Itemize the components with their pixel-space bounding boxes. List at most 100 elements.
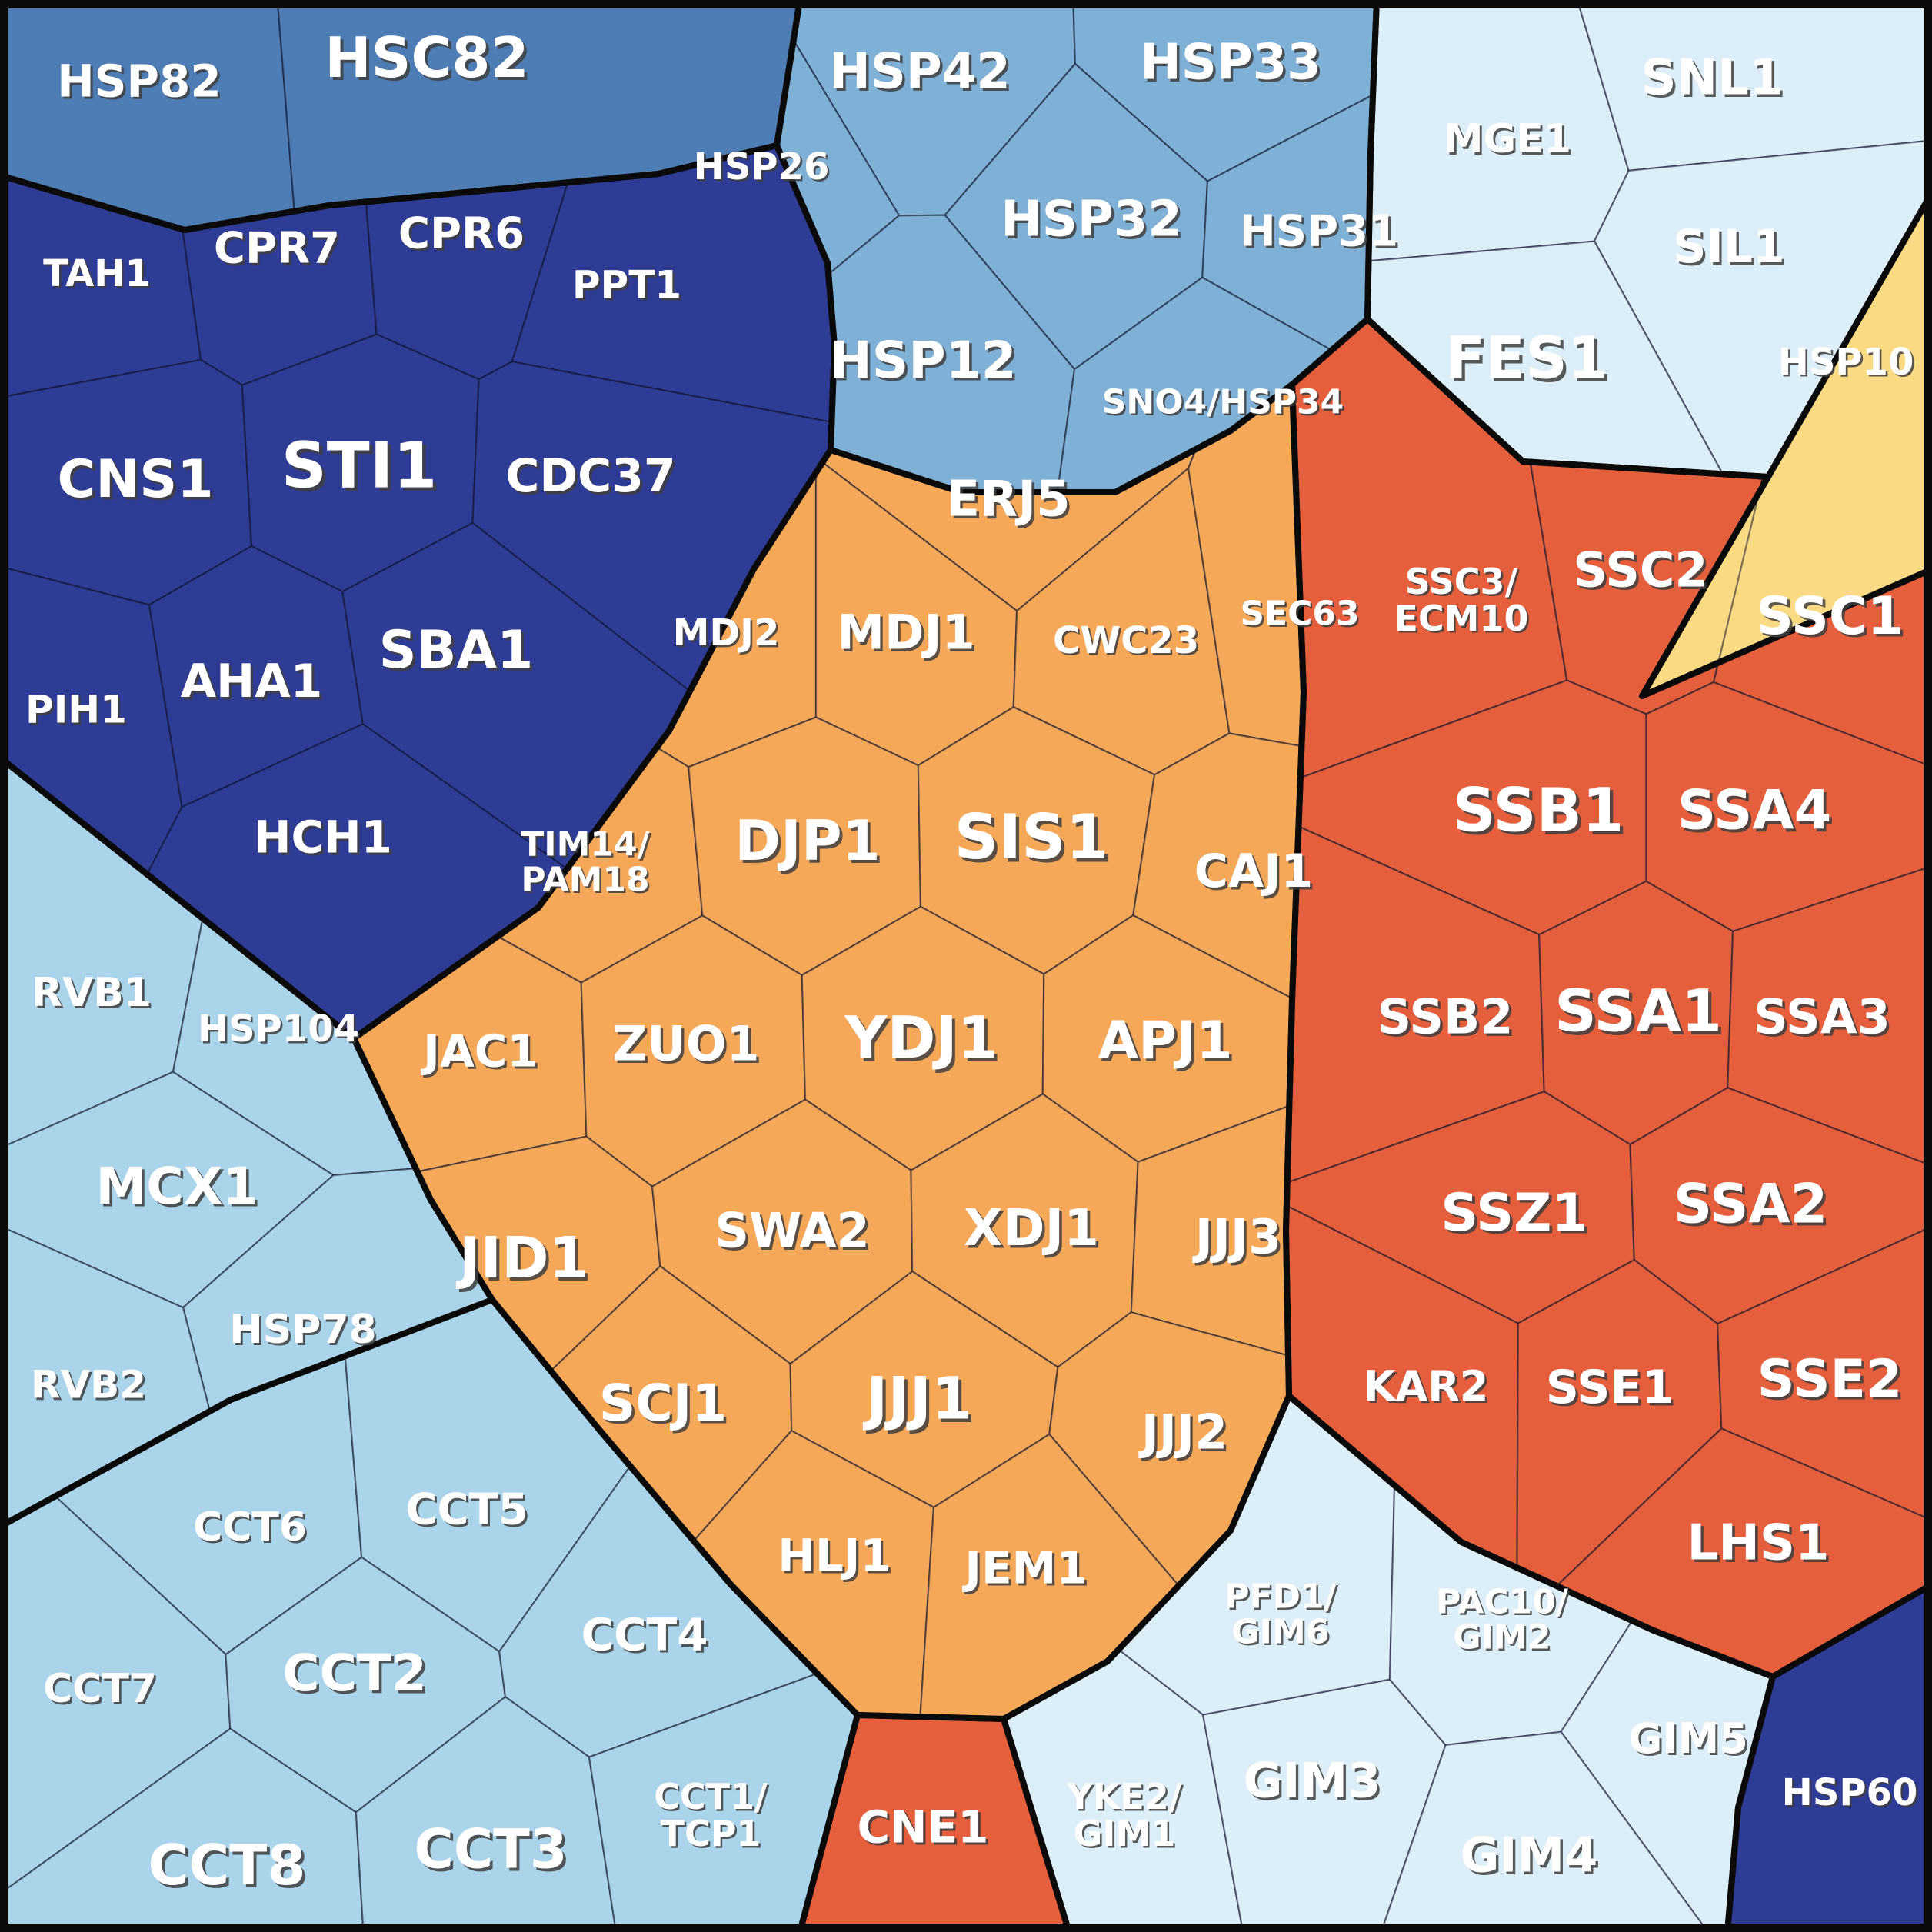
label-zuo1: ZUO1 <box>612 1016 759 1072</box>
label-hsp60: HSP60 <box>1782 1771 1918 1814</box>
label-shadow-fes1: FES1 <box>1448 327 1611 395</box>
label-jac1: JAC1 <box>420 1024 538 1077</box>
label-shadow-cct6: CCT6 <box>195 1507 309 1553</box>
label-sis1: SIS1 <box>954 801 1109 873</box>
label-shadow-ssc3-ecm10: SSC3/ECM10 <box>1396 563 1531 641</box>
label-shadow-jjj2: JJJ2 <box>1141 1407 1230 1463</box>
label-shadow-zuo1: ZUO1 <box>615 1018 762 1074</box>
label-ssa1: SSA1 <box>1554 977 1722 1045</box>
label-shadow-cwc23: CWC23 <box>1055 621 1201 664</box>
label-shadow-hsp60: HSP60 <box>1784 1773 1920 1816</box>
label-pac10-gim2: PAC10/GIM2 <box>1436 1583 1569 1657</box>
label-hsp82: HSP82 <box>57 55 222 107</box>
label-shadow-jjj3: JJJ3 <box>1194 1211 1284 1267</box>
label-tah1: TAH1 <box>43 252 151 295</box>
label-kar2: KAR2 <box>1364 1362 1489 1411</box>
cell-snl1 <box>1576 0 1932 172</box>
label-shadow-cpr7: CPR7 <box>216 226 342 276</box>
label-sil1: SIL1 <box>1673 220 1785 274</box>
label-hsp31: HSP31 <box>1240 207 1398 257</box>
label-jjj3: JJJ3 <box>1192 1209 1281 1265</box>
label-caj1: CAJ1 <box>1194 844 1314 898</box>
label-sba1: SBA1 <box>379 620 534 681</box>
label-shadow-hsp82: HSP82 <box>59 57 224 109</box>
label-sno4-hsp34: SNO4/HSP34 <box>1102 382 1344 421</box>
label-apj1: APJ1 <box>1098 1011 1232 1071</box>
label-shadow-gim3: GIM3 <box>1246 1755 1384 1811</box>
label-rvb1: RVB1 <box>32 970 152 1016</box>
label-cct7: CCT7 <box>43 1666 157 1712</box>
label-shadow-ssz1: SSZ1 <box>1444 1186 1591 1247</box>
label-rvb2: RVB2 <box>31 1363 146 1407</box>
label-cne1: CNE1 <box>857 1800 988 1853</box>
label-swa2: SWA2 <box>715 1203 869 1259</box>
label-shadow-cct7: CCT7 <box>45 1668 159 1714</box>
label-shadow-pih1: PIH1 <box>28 689 129 734</box>
label-lhs1: LHS1 <box>1687 1514 1830 1571</box>
label-pfd1-gim6: PFD1/GIM6 <box>1224 1577 1337 1652</box>
label-hsp32: HSP32 <box>1001 191 1182 248</box>
label-shadow-apj1: APJ1 <box>1101 1014 1235 1074</box>
label-ssb1: SSB1 <box>1453 776 1624 845</box>
label-ppt1: PPT1 <box>572 263 681 308</box>
label-cct3: CCT3 <box>414 1818 567 1881</box>
label-mdj2: MDJ2 <box>673 611 780 655</box>
label-shadow-hch1: HCH1 <box>256 813 395 865</box>
label-shadow-pac10-gim2: PAC10/GIM2 <box>1438 1584 1571 1659</box>
label-hsp104: HSP104 <box>198 1008 359 1051</box>
label-cct2: CCT2 <box>282 1644 427 1703</box>
label-shadow-swa2: SWA2 <box>718 1205 872 1261</box>
label-ssz1: SSZ1 <box>1441 1183 1588 1244</box>
label-cpr7: CPR7 <box>214 224 340 274</box>
label-shadow-cct4: CCT4 <box>584 1611 711 1663</box>
label-cct5: CCT5 <box>405 1485 528 1535</box>
label-shadow-cct5: CCT5 <box>408 1487 530 1537</box>
label-hsp78: HSP78 <box>229 1307 376 1353</box>
label-ssa3: SSA3 <box>1754 989 1890 1045</box>
label-scj1: SCJ1 <box>599 1374 727 1433</box>
label-sse2: SSE2 <box>1757 1349 1903 1410</box>
label-cct1-tcp1: CCT1/TCP1 <box>654 1776 768 1854</box>
label-shadow-hlj1: HLJ1 <box>780 1531 893 1584</box>
label-shadow-hsp42: HSP42 <box>832 46 1014 103</box>
label-shadow-ssa2: SSA2 <box>1677 1175 1831 1238</box>
label-shadow-hsp10: HSP10 <box>1780 342 1916 385</box>
label-shadow-mge1: MGE1 <box>1446 118 1574 165</box>
group-outline-hsp60 <box>1724 1581 1932 1932</box>
label-mcx1: MCX1 <box>96 1157 258 1216</box>
label-shadow-sba1: SBA1 <box>381 623 536 684</box>
label-ydj1: YDJ1 <box>844 1004 998 1072</box>
group-outline-cct-complex <box>0 1297 861 1932</box>
label-shadow-mdj1: MDJ1 <box>840 607 978 663</box>
label-shadow-rvb2: RVB2 <box>33 1364 148 1409</box>
label-shadow-sec63: SEC63 <box>1242 596 1361 635</box>
label-shadow-cct3: CCT3 <box>417 1820 570 1884</box>
label-cct6: CCT6 <box>193 1504 307 1551</box>
label-hsc82: HSC82 <box>325 25 528 90</box>
label-shadow-ppt1: PPT1 <box>575 265 684 309</box>
label-sse1: SSE1 <box>1546 1361 1674 1414</box>
label-shadow-pfd1-gim6: PFD1/GIM6 <box>1227 1579 1339 1654</box>
group-outline-prefoldin <box>1001 1393 1776 1932</box>
label-shadow-jac1: JAC1 <box>422 1027 540 1079</box>
label-shadow-lhs1: LHS1 <box>1690 1517 1832 1574</box>
label-cns1: CNS1 <box>57 449 213 510</box>
label-shadow-kar2: KAR2 <box>1366 1364 1491 1413</box>
label-hlj1: HLJ1 <box>778 1529 891 1581</box>
label-jjj1: JJJ1 <box>862 1364 972 1433</box>
label-shadow-jjj1: JJJ1 <box>865 1367 975 1436</box>
label-cpr6: CPR6 <box>398 209 525 259</box>
label-shadow-ssb2: SSB2 <box>1380 991 1516 1048</box>
label-gim3: GIM3 <box>1244 1753 1381 1809</box>
label-shadow-jid1: JID1 <box>458 1228 591 1294</box>
label-sti1: STI1 <box>281 430 438 503</box>
label-djp1: DJP1 <box>734 808 880 873</box>
label-shadow-erj5: ERJ5 <box>949 474 1073 531</box>
label-mdj1: MDJ1 <box>837 605 974 661</box>
label-gim5: GIM5 <box>1628 1714 1748 1763</box>
label-aha1: AHA1 <box>181 655 323 708</box>
